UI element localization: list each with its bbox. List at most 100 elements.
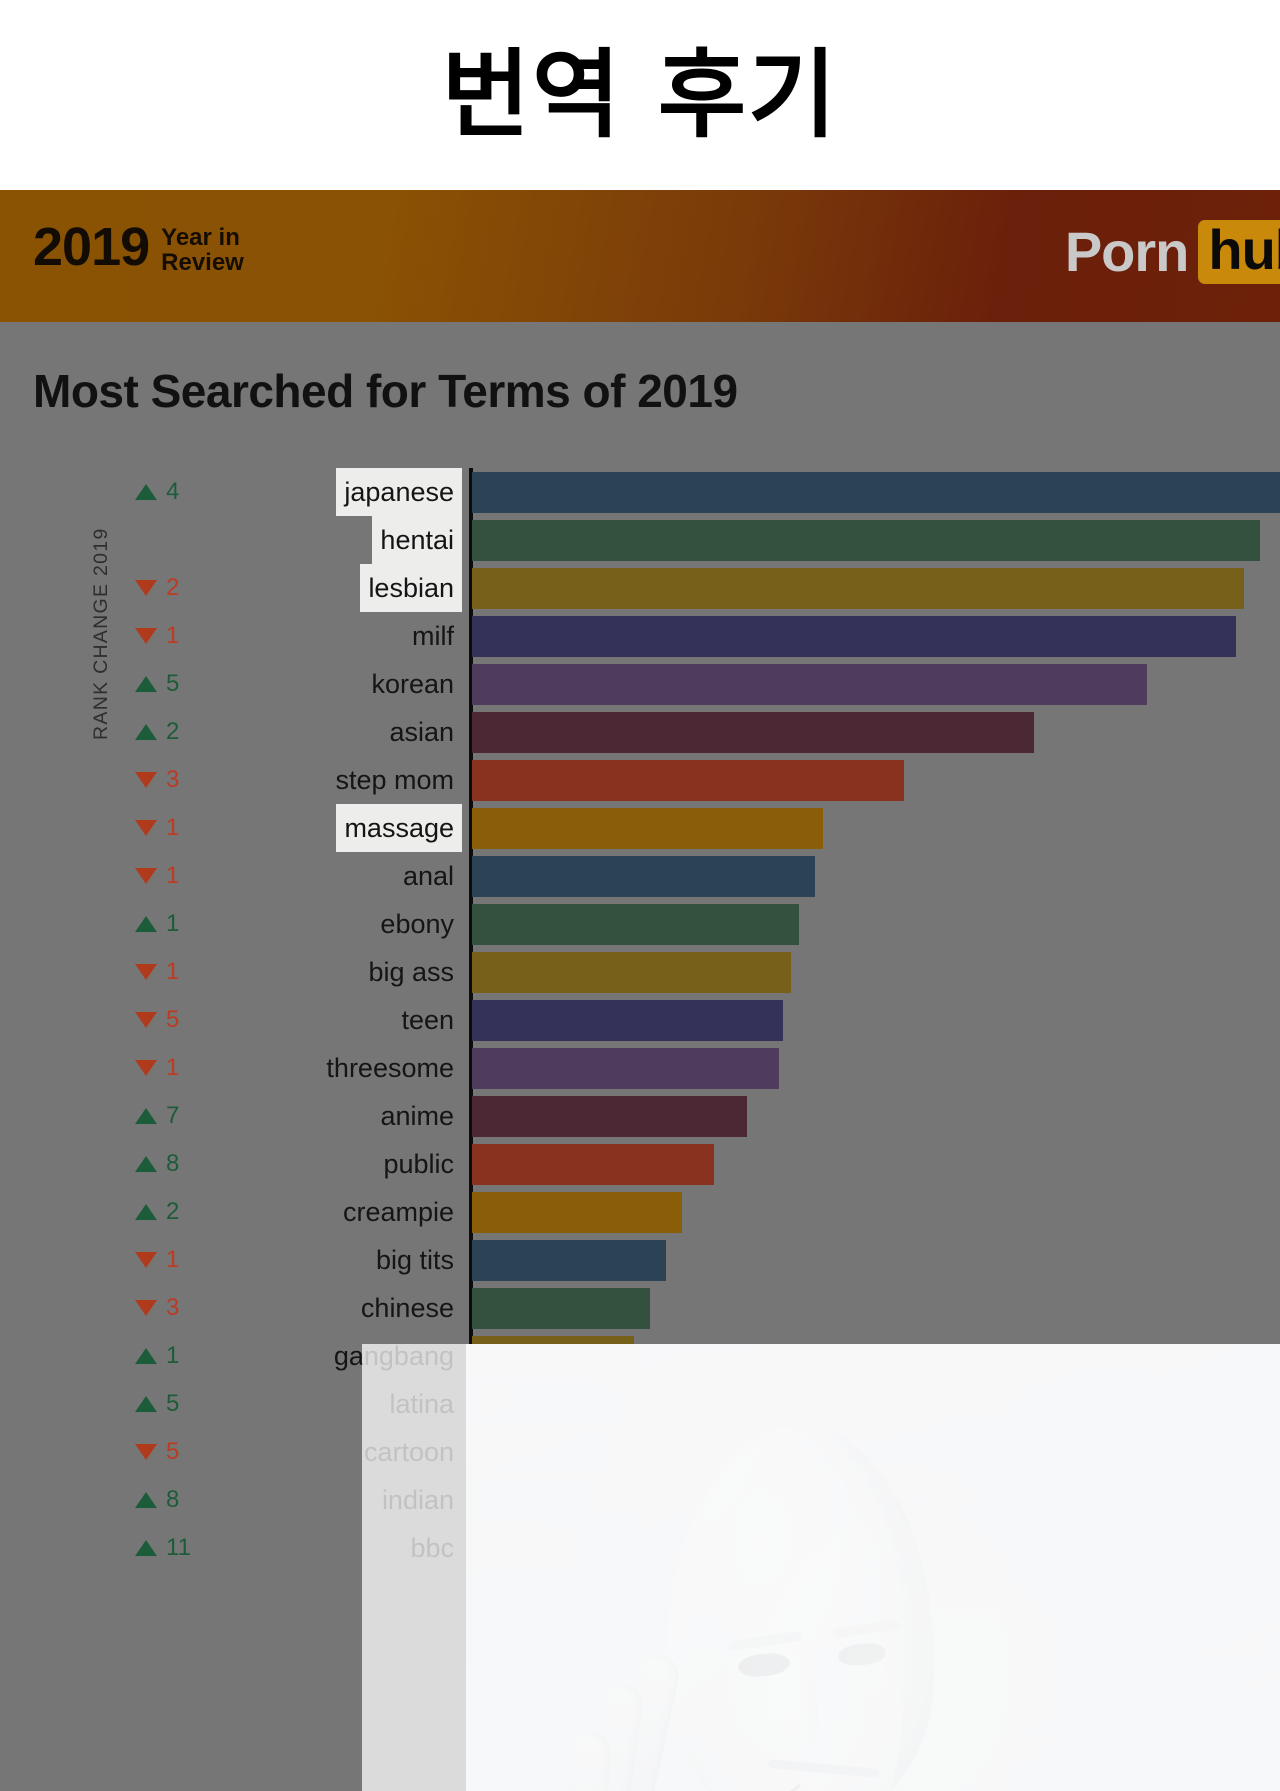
rank-change-value: 2 (166, 574, 180, 601)
chart-row: 1 massage (0, 804, 1280, 852)
triangle-up-icon (135, 1348, 157, 1364)
chart-row: 3 step mom (0, 756, 1280, 804)
robot-brow-left (727, 1630, 803, 1652)
rank-change-value: 8 (166, 1150, 180, 1177)
chart-row: 1 milf (0, 612, 1280, 660)
search-term-label: big tits (375, 1244, 454, 1275)
chart-title: Most Searched for Terms of 2019 (33, 365, 738, 417)
rank-change-value: 3 (166, 1294, 180, 1321)
search-term-label: massage (336, 804, 462, 852)
chart-bar (472, 1336, 634, 1377)
chart-bar (472, 1192, 682, 1233)
chart-row: 5 cartoon (0, 1428, 1280, 1476)
triangle-down-icon (135, 580, 157, 596)
rank-change-indicator: 7 (135, 1092, 179, 1140)
search-term-label: creampie (342, 1196, 454, 1227)
robot-hand (559, 1644, 802, 1791)
chart-panel: Most Searched for Terms of 2019 RANK CHA… (0, 322, 1280, 1791)
rank-change-indicator: 2 (135, 564, 179, 612)
rank-change-value: 5 (166, 1438, 180, 1465)
banner-year-block: 2019 Year in Review (33, 220, 244, 276)
chart-row: 1 anal (0, 852, 1280, 900)
banner-subtitle: Year in Review (161, 224, 244, 276)
rank-change-indicator: 3 (135, 756, 179, 804)
chart-bar (472, 1144, 714, 1185)
triangle-down-icon (135, 1060, 157, 1076)
rank-change-value: 3 (166, 766, 180, 793)
rank-change-value: 1 (166, 1246, 180, 1273)
triangle-down-icon (135, 772, 157, 788)
rank-change-indicator: 5 (135, 1428, 179, 1476)
rank-change-value: 1 (166, 910, 180, 937)
rank-change-value: 1 (166, 622, 180, 649)
chart-row: 1 ebony (0, 900, 1280, 948)
rank-change-value: 5 (166, 670, 180, 697)
brand-logo-hub: hub (1198, 220, 1280, 284)
search-term-label: anime (380, 1100, 454, 1131)
chart-bar (472, 952, 791, 993)
chart-row: 1 gangbang (0, 1332, 1280, 1380)
chart-bar (472, 1000, 783, 1041)
search-term-label: japanese (336, 468, 462, 516)
chart-bar (472, 808, 823, 849)
robot-jaw (698, 1644, 902, 1791)
search-term-label: asian (389, 716, 454, 747)
robot-finger-1 (605, 1651, 683, 1791)
chart-row: 4 japanese (0, 468, 1280, 516)
page-title: 번역 후기 (441, 39, 839, 151)
search-term-label: big ass (368, 956, 454, 987)
robot-eye-right (837, 1641, 887, 1668)
rank-change-value: 8 (166, 1486, 180, 1513)
korean-caption-strip: 번역 후기 (0, 0, 1280, 190)
rank-change-value: 1 (166, 862, 180, 889)
rank-change-indicator: 5 (135, 996, 179, 1044)
chart-row: 8 indian (0, 1476, 1280, 1524)
search-term-label: anal (402, 860, 454, 891)
robot-eye-left (736, 1651, 792, 1679)
triangle-down-icon (135, 628, 157, 644)
triangle-down-icon (135, 1300, 157, 1316)
chart-bar (472, 1480, 585, 1521)
chart-row: 5 latina (0, 1380, 1280, 1428)
rank-change-value: 1 (166, 1054, 180, 1081)
rank-change-indicator: 1 (135, 612, 179, 660)
chart-baseline-axis (469, 468, 473, 1668)
banner-subtitle-line2: Review (161, 248, 244, 276)
search-term-label: threesome (326, 1052, 454, 1083)
triangle-down-icon (135, 1252, 157, 1268)
rank-change-value: 2 (166, 1198, 180, 1225)
chart-row: 1 big ass (0, 948, 1280, 996)
chart-bar (472, 1048, 779, 1089)
search-term-label: hentai (372, 516, 462, 564)
triangle-up-icon (135, 1108, 157, 1124)
search-term-label: bbc (410, 1532, 454, 1563)
search-term-label: cartoon (363, 1436, 454, 1467)
banner-subtitle-line1: Year in (161, 224, 240, 251)
rank-change-indicator: 2 (135, 1188, 179, 1236)
rank-change-indicator: 1 (135, 1332, 179, 1380)
chart-row: hentai (0, 516, 1280, 564)
chart-bar (472, 712, 1034, 753)
brand-logo[interactable]: Porn hub (1065, 220, 1280, 284)
search-term-label: latina (389, 1388, 454, 1419)
robot-brow-right (831, 1619, 901, 1639)
triangle-up-icon (135, 1204, 157, 1220)
triangle-up-icon (135, 724, 157, 740)
rank-change-indicator: 4 (135, 468, 179, 516)
triangle-up-icon (135, 484, 157, 500)
rank-change-indicator: 5 (135, 1380, 179, 1428)
chart-bar (472, 856, 815, 897)
chart-row: 3 chinese (0, 1284, 1280, 1332)
rank-change-value: 5 (166, 1006, 180, 1033)
chart-bar (472, 616, 1236, 657)
rank-change-value: 5 (166, 1390, 180, 1417)
rank-change-indicator: 1 (135, 1044, 179, 1092)
rank-change-indicator: 8 (135, 1476, 179, 1524)
search-term-label: public (383, 1148, 454, 1179)
chart-row: 2 creampie (0, 1188, 1280, 1236)
chart-row: 7 anime (0, 1092, 1280, 1140)
search-term-label: korean (371, 668, 454, 699)
chart-bar (472, 760, 904, 801)
chart-bar (472, 1384, 617, 1425)
